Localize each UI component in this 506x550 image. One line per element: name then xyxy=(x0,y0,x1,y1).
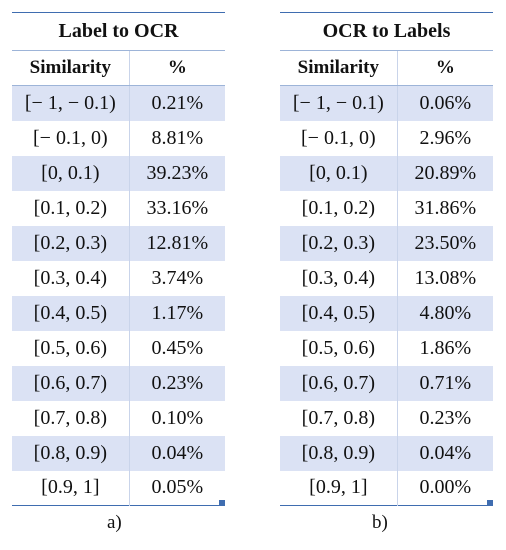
similarity-range-cell: [0.2, 0.3) xyxy=(280,225,398,261)
similarity-range-cell: [− 0.1, 0) xyxy=(12,120,130,156)
table-header-row: Similarity% xyxy=(280,50,493,86)
similarity-range-cell: [0.6, 0.7) xyxy=(12,365,130,401)
table-row: [− 0.1, 0) 8.81% xyxy=(12,120,225,156)
similarity-range-cell: [0.4, 0.5) xyxy=(12,295,130,331)
table-row: [0.9, 1] 0.05% xyxy=(12,470,225,506)
table-row: [0.4, 0.5) 1.17% xyxy=(12,295,225,331)
percent-cell: 0.45% xyxy=(151,336,204,359)
similarity-range-cell: [0.1, 0.2) xyxy=(12,190,130,226)
column-header-percent: % xyxy=(397,50,493,86)
caption-a: a) xyxy=(107,512,122,533)
similarity-range-cell: [0.7, 0.8) xyxy=(280,400,398,436)
table-row: [− 1, − 0.1) 0.21% xyxy=(12,85,225,121)
table-row: [0.3, 0.4) 3.74% xyxy=(12,260,225,296)
percent-cell: 0.21% xyxy=(129,85,225,121)
table-row: [0.7, 0.8) 0.23% xyxy=(280,400,493,436)
table-row: [− 0.1, 0) 2.96% xyxy=(280,120,493,156)
percent-cell: 12.81% xyxy=(129,225,225,261)
table-row: [0, 0.1) 20.89% xyxy=(280,155,493,191)
similarity-range-cell: [0, 0.1) xyxy=(12,155,130,191)
column-header-percent: % xyxy=(129,50,225,86)
table-row: [0.2, 0.3) 12.81% xyxy=(12,225,225,261)
percent-cell: 1.86% xyxy=(419,336,472,359)
similarity-range-cell: [0.8, 0.9) xyxy=(280,435,398,471)
similarity-range-cell: [− 1, − 0.1) xyxy=(12,85,130,121)
resize-handle-icon[interactable] xyxy=(487,500,493,506)
resize-handle-icon[interactable] xyxy=(219,500,225,506)
percent-cell: 0.23% xyxy=(129,365,225,401)
caption-b: b) xyxy=(372,512,388,533)
similarity-range-cell: [0.3, 0.4) xyxy=(12,260,130,296)
table-row: [− 1, − 0.1) 0.06% xyxy=(280,85,493,121)
table-title: OCR to Labels xyxy=(280,12,493,51)
table-row: [0.3, 0.4) 13.08% xyxy=(280,260,493,296)
similarity-range-cell: [0.2, 0.3) xyxy=(12,225,130,261)
similarity-range-cell: [0.7, 0.8) xyxy=(12,400,130,436)
table-title-row: Label to OCR xyxy=(12,12,225,51)
similarity-range-cell: [0, 0.1) xyxy=(280,155,398,191)
similarity-range-cell: [0.9, 1] xyxy=(12,470,130,506)
similarity-range-cell: [0.4, 0.5) xyxy=(280,295,398,331)
table-body: OCR to Labels Similarity% [− 1, − 0.1) 0.06… xyxy=(280,12,493,506)
table-label-to-ocr: Label to OCR Similarity% [− 1, − 0.1) 0.21%… xyxy=(12,12,225,506)
table-title-row: OCR to Labels xyxy=(280,12,493,51)
similarity-range-cell: [0.1, 0.2) xyxy=(280,190,398,226)
table-row: [0.8, 0.9) 0.04% xyxy=(280,435,493,471)
table-row: [0.2, 0.3) 23.50% xyxy=(280,225,493,261)
similarity-range-cell: [0.6, 0.7) xyxy=(280,365,398,401)
similarity-range-cell: [− 1, − 0.1) xyxy=(280,85,398,121)
percent-cell: 0.71% xyxy=(397,365,493,401)
table-row: [0, 0.1) 39.23% xyxy=(12,155,225,191)
percent-cell: 0.04% xyxy=(397,435,493,471)
table-ocr-to-labels: OCR to Labels Similarity% [− 1, − 0.1) 0.06… xyxy=(280,12,493,506)
similarity-range-cell: [− 0.1, 0) xyxy=(280,120,398,156)
percent-cell: 1.17% xyxy=(129,295,225,331)
table-row: [0.6, 0.7) 0.23% xyxy=(12,365,225,401)
percent-cell: 33.16% xyxy=(146,196,209,219)
percent-cell: 39.23% xyxy=(129,155,225,191)
column-header-similarity: Similarity xyxy=(280,50,398,86)
percent-cell: 0.10% xyxy=(151,406,204,429)
table-row: [0.5, 0.6) 1.86% xyxy=(280,330,493,366)
table-row: [0.5, 0.6) 0.45% xyxy=(12,330,225,366)
percent-cell: 0.23% xyxy=(419,406,472,429)
table-row: [0.1, 0.2) 33.16% xyxy=(12,190,225,226)
table-body: Label to OCR Similarity% [− 1, − 0.1) 0.21%… xyxy=(12,12,225,506)
percent-cell: 2.96% xyxy=(419,126,472,149)
table-row: [0.8, 0.9) 0.04% xyxy=(12,435,225,471)
percent-cell: 13.08% xyxy=(414,266,477,289)
percent-cell: 31.86% xyxy=(414,196,477,219)
table-header-row: Similarity% xyxy=(12,50,225,86)
percent-cell: 8.81% xyxy=(151,126,204,149)
table-row: [0.1, 0.2) 31.86% xyxy=(280,190,493,226)
similarity-range-cell: [0.9, 1] xyxy=(280,470,398,506)
similarity-range-cell: [0.5, 0.6) xyxy=(12,330,130,366)
table-row: [0.6, 0.7) 0.71% xyxy=(280,365,493,401)
percent-cell: 20.89% xyxy=(397,155,493,191)
similarity-range-cell: [0.3, 0.4) xyxy=(280,260,398,296)
percent-cell: 23.50% xyxy=(397,225,493,261)
percent-cell: 4.80% xyxy=(397,295,493,331)
percent-cell: 0.04% xyxy=(129,435,225,471)
table-row: [0.7, 0.8) 0.10% xyxy=(12,400,225,436)
column-header-similarity: Similarity xyxy=(12,50,130,86)
table-row: [0.9, 1] 0.00% xyxy=(280,470,493,506)
percent-cell: 0.00% xyxy=(419,476,472,499)
similarity-range-cell: [0.8, 0.9) xyxy=(12,435,130,471)
table-title: Label to OCR xyxy=(12,12,225,51)
similarity-range-cell: [0.5, 0.6) xyxy=(280,330,398,366)
percent-cell: 0.06% xyxy=(397,85,493,121)
table-row: [0.4, 0.5) 4.80% xyxy=(280,295,493,331)
percent-cell: 0.05% xyxy=(151,476,204,499)
percent-cell: 3.74% xyxy=(151,266,204,289)
